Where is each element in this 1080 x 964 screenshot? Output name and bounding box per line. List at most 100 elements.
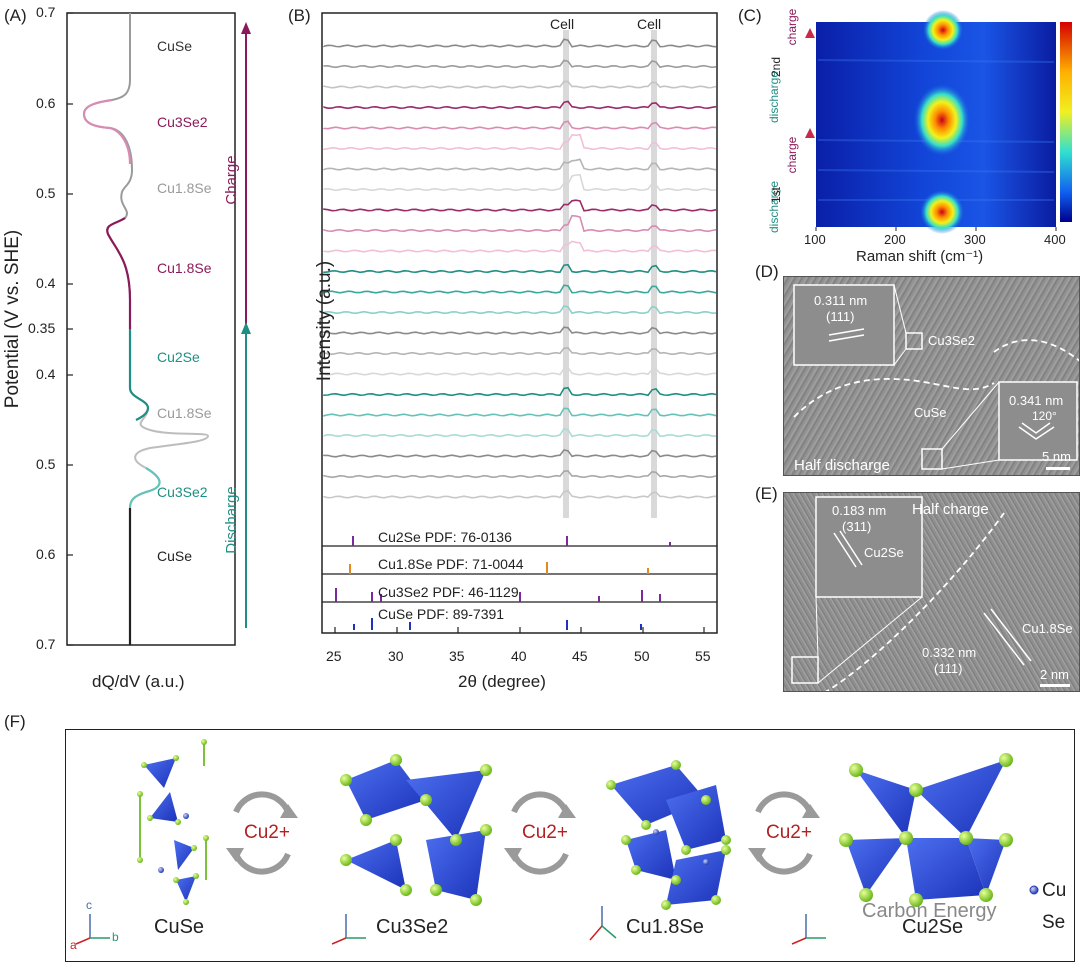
axis-triad-2 <box>331 914 366 945</box>
panel-label-f: (F) <box>4 712 26 731</box>
cell-band-2 <box>651 30 657 518</box>
c-cycle-1st: 1st <box>769 187 783 204</box>
panel-c: charge discharge 2nd charge discharge 1s… <box>738 0 1080 265</box>
dqdv-plot: Charge Discharge <box>66 12 251 646</box>
ion-label-2: Cu2+ <box>522 822 568 843</box>
panel-label-d: (D) <box>755 262 779 281</box>
tem-image-d: 0.311 nm (111) Cu3Se2 CuSe 0.341 nm 120°… <box>783 276 1080 476</box>
legend-se: Se <box>1042 912 1066 933</box>
structure-label-cu18se: Cu1.8Se <box>626 916 704 938</box>
xrd-trace <box>323 158 717 171</box>
xrd-trace <box>323 449 717 458</box>
xrd-trace <box>323 214 717 233</box>
e-main-phase: Cu1.8Se <box>1022 621 1073 636</box>
panel-f: CuSe Cu3Se2 Cu1.8Se Cu2Se Cu2+ Cu2+ Cu2+… <box>65 729 1075 962</box>
xrd-trace <box>323 38 717 48</box>
crystal-structures <box>75 739 1039 945</box>
d-inset2-angle: 120° <box>1032 409 1057 423</box>
xrd-trace <box>323 346 717 356</box>
xrd-trace <box>323 284 717 294</box>
cell-label-1: Cell <box>550 16 575 32</box>
xrd-trace <box>323 199 717 212</box>
cell-band-1 <box>563 30 569 518</box>
discharge-curve-teal-light <box>128 467 161 509</box>
dqdv-frame <box>66 12 236 646</box>
a-tick-3: 0.4 <box>36 275 56 291</box>
raman-colorbar <box>1060 22 1072 222</box>
c-xtick-0: 100 <box>804 232 826 247</box>
a-xlabel: dQ/dV (a.u.) <box>92 672 185 691</box>
cycle-arrows <box>233 791 813 875</box>
c-xtick-3: 400 <box>1044 232 1066 247</box>
c-xtick-1: 200 <box>884 232 906 247</box>
xrd-traces <box>323 38 717 499</box>
structure-cu18se <box>606 760 731 910</box>
d-inset-plane: (111) <box>826 309 855 324</box>
raman-map <box>805 10 1072 234</box>
c-xlabel: Raman shift (cm⁻¹) <box>856 248 984 265</box>
d-inset-phase: Cu3Se2 <box>928 333 975 348</box>
raman-peak-3 <box>920 190 964 234</box>
xrd-trace <box>323 59 717 69</box>
axis-triad-3 <box>589 906 617 941</box>
xrd-trace <box>323 489 717 499</box>
d-region-label: CuSe <box>914 405 947 420</box>
axis-c-label: c <box>86 898 92 912</box>
e-inset-plane: (311) <box>842 519 872 534</box>
xrd-trace <box>323 240 717 253</box>
panel-a: Charge Discharge 0.7 0.6 0.5 0.4 0.35 0.… <box>0 0 280 700</box>
xrd-trace <box>323 326 717 335</box>
pdf-label-cuse: CuSe PDF: 89-7391 <box>378 606 505 622</box>
structure-cuse <box>137 739 209 905</box>
a-phase-3: Cu1.8Se <box>157 260 212 276</box>
d-caption: Half discharge <box>794 457 890 474</box>
xrd-trace <box>323 470 717 479</box>
b-xtick-2: 35 <box>449 648 465 664</box>
c-state-charge-1: charge <box>785 136 799 174</box>
xrd-trace <box>323 427 717 438</box>
a-tick-0: 0.7 <box>36 4 56 20</box>
charge-curve-purple <box>106 217 132 329</box>
d-inset2-spacing: 0.341 nm <box>1009 393 1064 408</box>
discharge-arrow-label: Discharge <box>223 486 240 554</box>
xrd-trace <box>323 263 717 274</box>
panel-label-b: (B) <box>288 6 311 25</box>
panel-label-c: (C) <box>738 6 762 25</box>
legend-cu-dot <box>1029 885 1039 895</box>
xrd-trace <box>323 305 716 315</box>
raman-peak-1 <box>923 10 963 50</box>
b-xlabel: 2θ (degree) <box>458 672 546 691</box>
a-phase-7: CuSe <box>157 548 193 564</box>
xrd-trace <box>323 100 717 110</box>
d-scale: 5 nm <box>1042 449 1071 464</box>
structure-label-cuse: CuSe <box>154 916 205 938</box>
e-main-spacing: 0.332 nm <box>922 645 977 660</box>
b-xtick-3: 40 <box>511 648 527 664</box>
a-phase-6: Cu3Se2 <box>157 484 208 500</box>
a-ylabel: Potential (V vs. SHE) <box>2 229 23 409</box>
a-tick-4: 0.35 <box>28 320 56 336</box>
watermark: Carbon Energy <box>862 900 997 922</box>
pdf-label-cu18se: Cu1.8Se PDF: 71-0044 <box>378 556 524 572</box>
panel-label-a: (A) <box>4 6 27 25</box>
cell-label-2: Cell <box>637 16 662 32</box>
a-tick-7: 0.6 <box>36 546 56 562</box>
tem-image-e: 0.183 nm (311) Cu2Se Half charge Cu1.8Se… <box>783 492 1080 692</box>
charge-curve-grey <box>82 13 134 329</box>
e-inset-phase: Cu2Se <box>864 545 904 560</box>
xrd-trace <box>323 133 717 151</box>
charge-arrow-label: Charge <box>223 155 240 204</box>
e-caption: Half charge <box>912 501 989 518</box>
xrd-trace <box>323 386 717 397</box>
structure-cu2se <box>839 753 1013 907</box>
structure-cu3se2 <box>340 754 492 906</box>
discharge-curve-teal <box>128 329 150 421</box>
xrd-trace <box>323 80 717 89</box>
e-inset-spacing: 0.183 nm <box>832 503 887 518</box>
a-tick-1: 0.6 <box>36 95 56 111</box>
a-phase-2: Cu1.8Se <box>157 180 212 196</box>
pdf-label-cu2se: Cu2Se PDF: 76-0136 <box>378 529 512 545</box>
a-phase-5: Cu1.8Se <box>157 405 212 421</box>
xrd-trace <box>323 120 717 130</box>
a-phase-0: CuSe <box>157 38 193 54</box>
